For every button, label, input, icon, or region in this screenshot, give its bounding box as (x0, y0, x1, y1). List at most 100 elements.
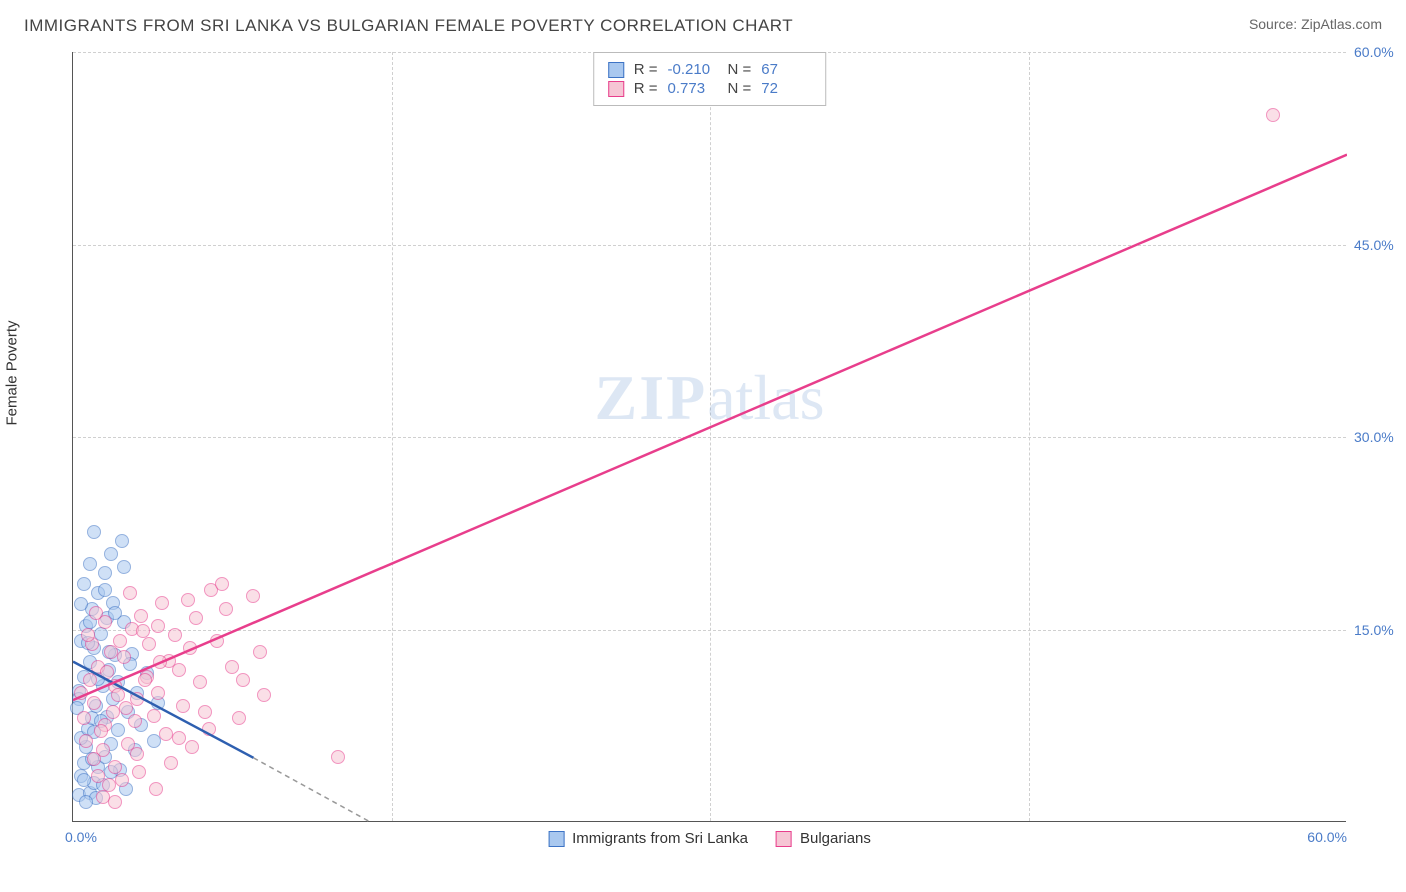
scatter-point (87, 525, 101, 539)
chart-container: Female Poverty 15.0%30.0%45.0%60.0%0.0%6… (24, 44, 1382, 874)
scatter-point (98, 566, 112, 580)
scatter-point (210, 634, 224, 648)
y-tick-label: 30.0% (1354, 429, 1404, 445)
scatter-point (100, 665, 114, 679)
scatter-point (193, 675, 207, 689)
stats-row: R = -0.210 N = 67 (608, 61, 812, 78)
scatter-point (113, 634, 127, 648)
scatter-point (198, 705, 212, 719)
scatter-point (215, 577, 229, 591)
scatter-point (89, 606, 103, 620)
scatter-point (130, 692, 144, 706)
scatter-point (81, 628, 95, 642)
legend-swatch (776, 831, 792, 847)
scatter-point (168, 628, 182, 642)
scatter-point (181, 593, 195, 607)
scatter-point (142, 637, 156, 651)
scatter-point (79, 734, 93, 748)
stats-legend: R = -0.210 N = 67 R = 0.773 N = 72 (593, 52, 827, 106)
page-title: IMMIGRANTS FROM SRI LANKA VS BULGARIAN F… (24, 16, 793, 36)
stat-r-label: R = (634, 80, 658, 97)
scatter-point (147, 709, 161, 723)
scatter-point (151, 686, 165, 700)
y-tick-label: 60.0% (1354, 44, 1404, 60)
scatter-point (185, 740, 199, 754)
scatter-point (246, 589, 260, 603)
scatter-point (106, 705, 120, 719)
scatter-point (123, 586, 137, 600)
scatter-point (1266, 108, 1280, 122)
scatter-point (77, 773, 91, 787)
scatter-point (172, 663, 186, 677)
legend-label: Bulgarians (800, 830, 871, 847)
scatter-point (219, 602, 233, 616)
scatter-point (147, 734, 161, 748)
x-tick-label: 60.0% (1307, 829, 1347, 845)
header: IMMIGRANTS FROM SRI LANKA VS BULGARIAN F… (0, 0, 1406, 44)
source-attribution: Source: ZipAtlas.com (1249, 16, 1382, 32)
scatter-point (151, 619, 165, 633)
scatter-point (111, 688, 125, 702)
scatter-point (91, 769, 105, 783)
stat-n-value: 72 (761, 80, 811, 97)
legend-item: Immigrants from Sri Lanka (548, 830, 748, 847)
scatter-point (108, 795, 122, 809)
y-tick-label: 15.0% (1354, 622, 1404, 638)
scatter-point (94, 724, 108, 738)
scatter-point (138, 673, 152, 687)
gridline-vertical (1029, 52, 1030, 821)
stat-r-label: R = (634, 61, 658, 78)
scatter-point (77, 711, 91, 725)
legend-label: Immigrants from Sri Lanka (572, 830, 748, 847)
stat-n-label: N = (728, 61, 752, 78)
scatter-point (136, 624, 150, 638)
y-tick-label: 45.0% (1354, 237, 1404, 253)
stat-r-value: 0.773 (668, 80, 718, 97)
scatter-point (117, 560, 131, 574)
source-name: ZipAtlas.com (1301, 16, 1382, 32)
scatter-point (331, 750, 345, 764)
gridline-vertical (392, 52, 393, 821)
stat-n-label: N = (728, 80, 752, 97)
scatter-point (164, 756, 178, 770)
stats-row: R = 0.773 N = 72 (608, 80, 812, 97)
scatter-point (172, 731, 186, 745)
scatter-point (87, 696, 101, 710)
legend-swatch (548, 831, 564, 847)
gridline-vertical (710, 52, 711, 821)
scatter-point (202, 722, 216, 736)
scatter-point (134, 609, 148, 623)
source-prefix: Source: (1249, 16, 1301, 32)
scatter-point (149, 782, 163, 796)
scatter-point (74, 597, 88, 611)
scatter-point (98, 583, 112, 597)
scatter-point (117, 650, 131, 664)
scatter-point (87, 752, 101, 766)
scatter-point (183, 641, 197, 655)
scatter-point (253, 645, 267, 659)
x-tick-label: 0.0% (65, 829, 97, 845)
legend-swatch (608, 81, 624, 97)
stat-n-value: 67 (761, 61, 811, 78)
scatter-point (77, 577, 91, 591)
scatter-point (236, 673, 250, 687)
scatter-point (74, 686, 88, 700)
scatter-point (104, 547, 118, 561)
stat-r-value: -0.210 (668, 61, 718, 78)
scatter-point (155, 596, 169, 610)
scatter-point (153, 655, 167, 669)
scatter-point (115, 773, 129, 787)
scatter-point (83, 673, 97, 687)
plot-area: 15.0%30.0%45.0%60.0%0.0%60.0%ZIPatlasR =… (72, 52, 1346, 822)
series-legend: Immigrants from Sri Lanka Bulgarians (548, 830, 871, 847)
scatter-point (83, 557, 97, 571)
scatter-point (189, 611, 203, 625)
legend-swatch (608, 62, 624, 78)
scatter-point (79, 795, 93, 809)
scatter-point (225, 660, 239, 674)
scatter-point (257, 688, 271, 702)
scatter-point (232, 711, 246, 725)
scatter-point (115, 534, 129, 548)
scatter-point (130, 747, 144, 761)
scatter-point (132, 765, 146, 779)
